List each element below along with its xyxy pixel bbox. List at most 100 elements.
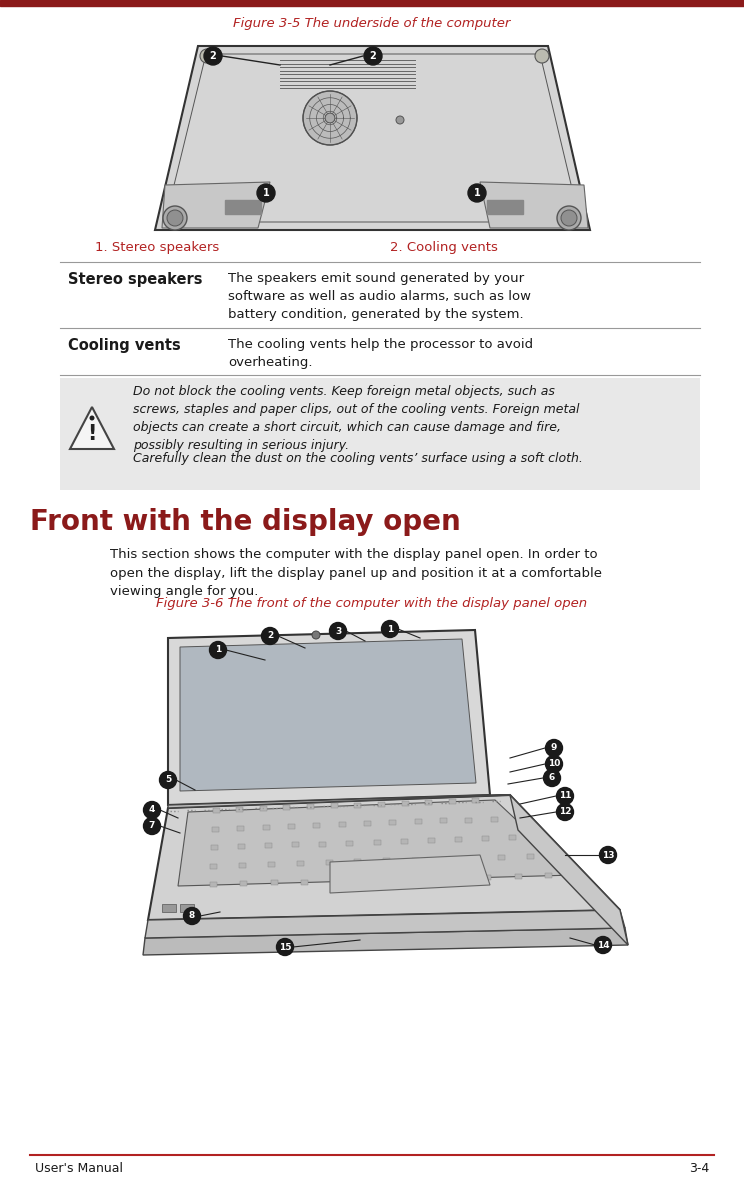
Bar [515,874,522,878]
Text: 14: 14 [597,941,609,949]
Bar [428,838,434,843]
Bar [498,855,505,859]
Circle shape [277,938,293,955]
Text: 1: 1 [474,187,481,198]
Bar [400,839,408,844]
Circle shape [557,206,581,230]
Circle shape [163,206,187,230]
Bar [240,882,247,887]
Bar [509,836,516,841]
Circle shape [257,184,275,202]
Text: User's Manual: User's Manual [35,1161,123,1174]
Text: Front with the display open: Front with the display open [30,508,461,536]
Bar [213,808,219,814]
Text: Figure 3-6 The front of the computer with the display panel open: Figure 3-6 The front of the computer wit… [156,598,588,611]
Bar [265,843,272,849]
Bar [490,817,498,822]
Bar [545,872,553,878]
Bar [393,877,400,882]
Bar [225,200,261,215]
Polygon shape [178,801,575,885]
Text: 3-4: 3-4 [689,1161,709,1174]
Text: Carefully clean the dust on the cooling vents’ surface using a soft cloth.: Carefully clean the dust on the cooling … [133,452,583,465]
Bar [237,808,243,812]
Polygon shape [143,928,628,955]
Bar [449,799,456,804]
Text: 2: 2 [370,51,376,61]
Text: 2: 2 [210,51,217,61]
Bar [60,378,700,490]
Bar [354,803,362,808]
Text: 2. Cooling vents: 2. Cooling vents [390,242,498,255]
Bar [423,876,430,881]
Bar [347,841,353,845]
Bar [527,854,534,859]
Circle shape [210,641,226,659]
Bar [465,817,472,823]
Text: 8: 8 [189,911,195,921]
Circle shape [545,739,562,757]
Bar [454,875,461,881]
Text: 7: 7 [149,822,155,830]
Polygon shape [330,855,490,893]
Circle shape [200,50,214,62]
Circle shape [545,756,562,772]
Bar [212,826,219,831]
Circle shape [364,47,382,65]
Bar [330,803,338,809]
Polygon shape [480,182,588,228]
Bar [263,825,269,830]
Text: 5: 5 [165,776,171,784]
Circle shape [144,817,161,835]
Bar [354,859,362,864]
Circle shape [184,908,200,924]
Circle shape [159,771,176,789]
Circle shape [167,210,183,226]
Circle shape [89,415,94,421]
Circle shape [303,91,357,145]
Bar [268,862,275,867]
Text: 1. Stereo speakers: 1. Stereo speakers [95,242,219,255]
Text: Figure 3-5 The underside of the computer: Figure 3-5 The underside of the computer [234,18,510,31]
Text: !: ! [87,424,97,444]
Polygon shape [148,795,620,920]
Bar [339,822,345,828]
Bar [313,823,320,828]
Bar [425,799,432,805]
Bar [440,857,448,862]
Circle shape [557,804,574,821]
Circle shape [396,116,404,124]
Bar [260,806,267,811]
Text: 2: 2 [267,632,273,640]
Circle shape [594,936,612,954]
Bar [472,798,479,803]
Text: 12: 12 [559,808,571,817]
Bar [271,881,278,885]
Text: 3: 3 [335,626,341,635]
Circle shape [325,113,335,123]
Bar [239,863,246,868]
Bar [487,200,523,215]
Circle shape [535,50,549,62]
Bar [378,802,385,806]
Bar [455,837,462,842]
Text: This section shows the computer with the display panel open. In order to
open th: This section shows the computer with the… [110,548,602,598]
Text: 11: 11 [559,791,571,801]
Text: 10: 10 [548,759,560,769]
Bar [238,844,246,849]
Circle shape [204,47,222,65]
Bar [297,861,304,867]
Text: 1: 1 [387,625,393,633]
Bar [414,819,422,824]
Text: 6: 6 [549,773,555,783]
Bar [237,825,244,831]
Polygon shape [180,639,476,791]
Bar [283,805,290,810]
Polygon shape [162,182,270,228]
Bar [0,0,744,6]
Text: 4: 4 [149,805,155,815]
Circle shape [330,623,347,639]
Text: Stereo speakers: Stereo speakers [68,272,202,286]
Circle shape [382,620,399,638]
Bar [364,821,371,826]
